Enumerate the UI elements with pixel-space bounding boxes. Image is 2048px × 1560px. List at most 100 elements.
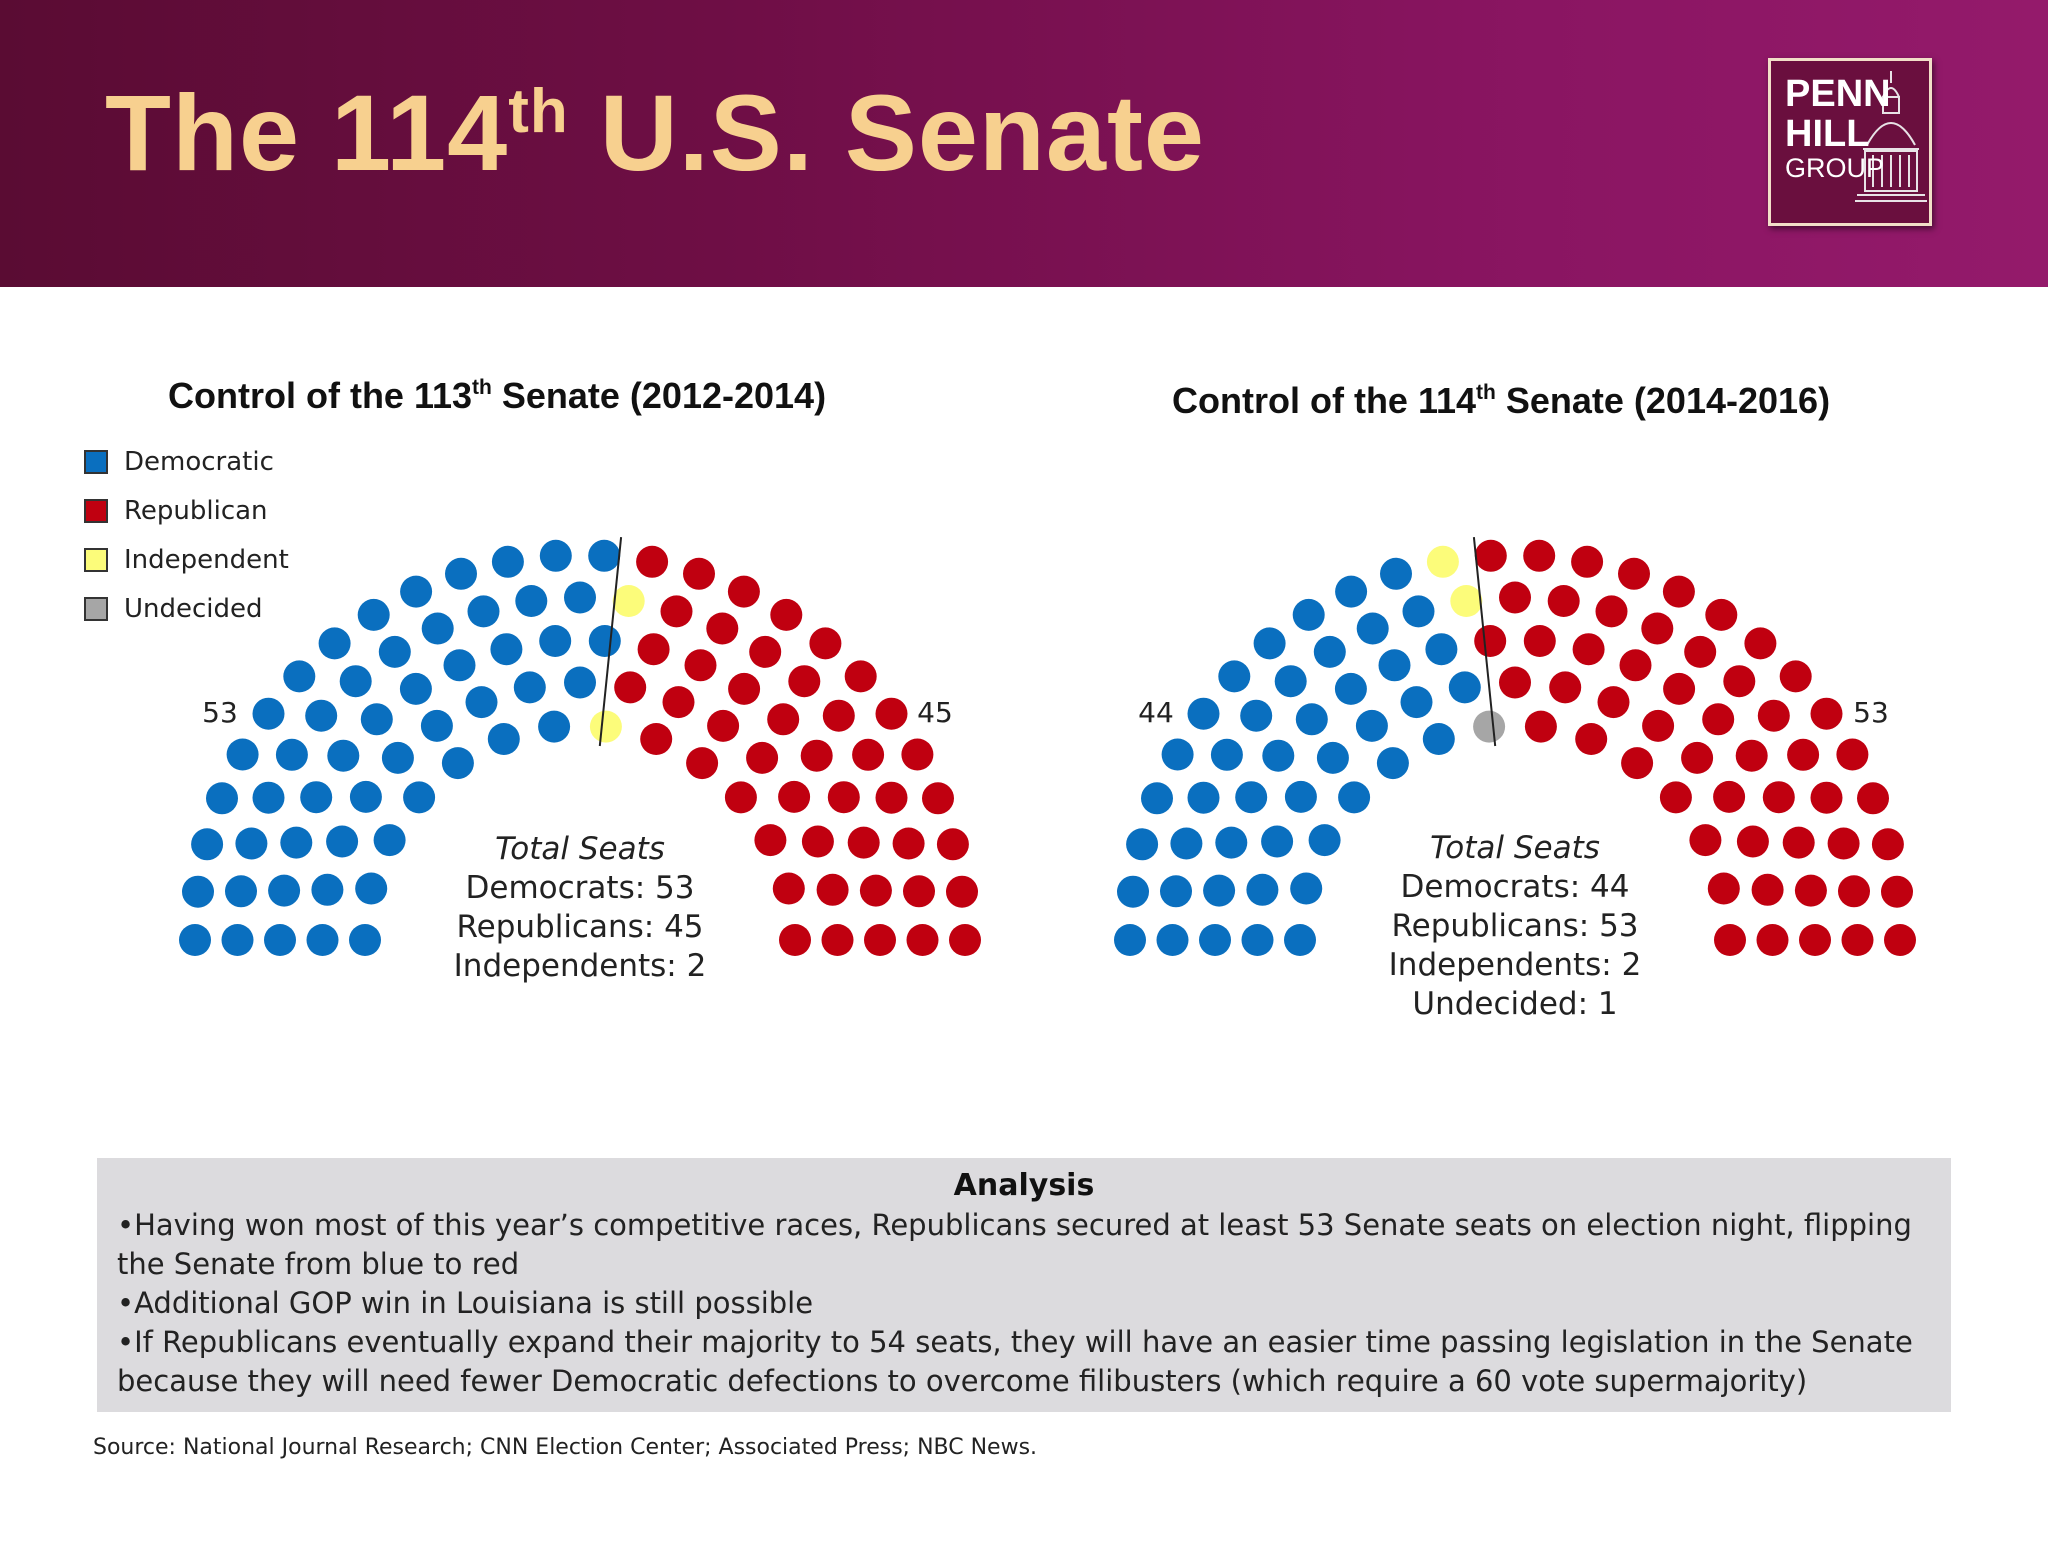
seat-dot xyxy=(252,697,285,730)
seat-dot xyxy=(816,873,849,906)
seat-dot xyxy=(901,738,934,771)
seat-dot xyxy=(235,827,268,860)
legend-item-republican: Republican xyxy=(84,486,289,535)
logo-text-line2: HILL xyxy=(1785,113,1870,155)
seat-dot xyxy=(1841,924,1874,956)
source-note: Source: National Journal Research; CNN E… xyxy=(93,1435,1038,1460)
legend-swatch xyxy=(84,547,108,572)
seat-dot xyxy=(490,633,523,666)
seat-dot xyxy=(754,824,787,857)
seat-dot xyxy=(1799,924,1831,956)
seat-dot xyxy=(306,924,339,956)
seat-dot xyxy=(1884,924,1916,956)
seat-dot xyxy=(381,741,414,774)
majority-divider-line xyxy=(598,536,623,747)
seat-dot xyxy=(1523,539,1556,572)
seat-dot xyxy=(809,627,842,660)
seat-dot xyxy=(614,671,647,704)
seat-dot xyxy=(564,581,596,614)
chart-legend: Democratic Republican Independent Undeci… xyxy=(84,437,289,633)
legend-label: Democratic xyxy=(124,446,274,477)
seat-dot xyxy=(564,666,596,699)
left-seat-count: 53 xyxy=(202,696,238,729)
seat-dot xyxy=(1713,780,1746,813)
chart-title-113th: Control of the 113th Senate (2012-2014) xyxy=(168,375,826,417)
seat-dot xyxy=(724,781,757,814)
seat-dot xyxy=(467,595,500,628)
seat-dot xyxy=(1261,825,1294,858)
seat-dot xyxy=(1448,671,1481,704)
legend-item-democratic: Democratic xyxy=(84,437,289,486)
seat-dot xyxy=(1215,826,1248,859)
seat-dot xyxy=(922,782,954,815)
legend-swatch xyxy=(84,498,108,523)
seat-dot xyxy=(539,625,572,657)
seat-dot xyxy=(1114,924,1146,956)
seat-dot xyxy=(1402,595,1435,628)
totals-114th: Total Seats Democrats: 44 Republicans: 5… xyxy=(1335,829,1695,1024)
seat-dot xyxy=(443,649,476,682)
seat-dot xyxy=(206,782,238,815)
seat-dot xyxy=(1218,660,1251,693)
chart-title-superscript: th xyxy=(472,376,492,399)
title-superscript: th xyxy=(508,77,569,146)
seat-dot xyxy=(706,612,739,645)
seat-dot xyxy=(1871,828,1904,861)
seat-dot xyxy=(311,873,344,906)
seat-dot xyxy=(827,781,860,814)
seat-dot xyxy=(1714,924,1746,956)
seat-dot xyxy=(1380,557,1412,590)
logo-text-line3: GROUP xyxy=(1785,153,1885,183)
seat-dot xyxy=(1308,824,1341,857)
seat-dot xyxy=(1707,872,1740,905)
seat-dot xyxy=(1571,545,1604,578)
seat-dot xyxy=(778,780,811,813)
seat-dot xyxy=(1621,747,1654,780)
seat-dot xyxy=(686,747,719,780)
seat-dot xyxy=(946,875,978,908)
legend-item-undecided: Undecided xyxy=(84,584,289,633)
seat-dot xyxy=(465,686,498,719)
analysis-bullet: •Additional GOP win in Louisiana is stil… xyxy=(117,1286,814,1320)
seat-dot xyxy=(339,665,372,698)
totals-113th: Total Seats Democrats: 53 Republicans: 4… xyxy=(400,830,760,986)
seat-dot xyxy=(252,781,285,814)
seat-dot xyxy=(191,828,224,861)
seat-dot xyxy=(1881,875,1913,908)
seat-dot xyxy=(1290,872,1323,905)
seat-dot xyxy=(936,828,969,861)
seat-dot xyxy=(1619,649,1652,682)
chart-title-prefix: Control of the 113 xyxy=(168,375,473,416)
logo-text-line1: PENN xyxy=(1785,73,1891,115)
seat-dot xyxy=(1641,612,1674,645)
seat-dot xyxy=(1499,666,1531,699)
seat-dot xyxy=(1810,697,1843,730)
totals-line: Republicans: 45 xyxy=(456,909,704,945)
seat-dot xyxy=(1689,824,1722,857)
seat-dot xyxy=(801,825,834,858)
seat-dot xyxy=(1735,739,1768,772)
seat-dot xyxy=(772,872,805,905)
legend-swatch xyxy=(84,596,108,621)
seat-group xyxy=(179,539,981,956)
seat-dot xyxy=(378,635,411,668)
seat-dot xyxy=(1284,780,1317,813)
seat-dot xyxy=(821,924,854,956)
seat-dot xyxy=(1838,875,1870,908)
seat-dot xyxy=(1187,697,1220,730)
analysis-bullet: •If Republicans eventually expand their … xyxy=(117,1325,1913,1398)
seat-dot xyxy=(1681,741,1714,774)
seat-dot xyxy=(844,660,877,693)
seat-dot xyxy=(1787,738,1820,771)
totals-line: Independents: 2 xyxy=(453,948,707,984)
title-prefix: The 114 xyxy=(105,72,509,193)
seat-dot xyxy=(179,924,211,956)
seat-dot xyxy=(1156,924,1189,956)
seat-dot xyxy=(684,649,717,682)
seat-dot xyxy=(1659,781,1692,814)
seat-dot xyxy=(1736,825,1769,858)
seat-dot xyxy=(513,671,546,704)
seat-dot xyxy=(355,872,388,905)
seat-dot xyxy=(1246,873,1279,906)
